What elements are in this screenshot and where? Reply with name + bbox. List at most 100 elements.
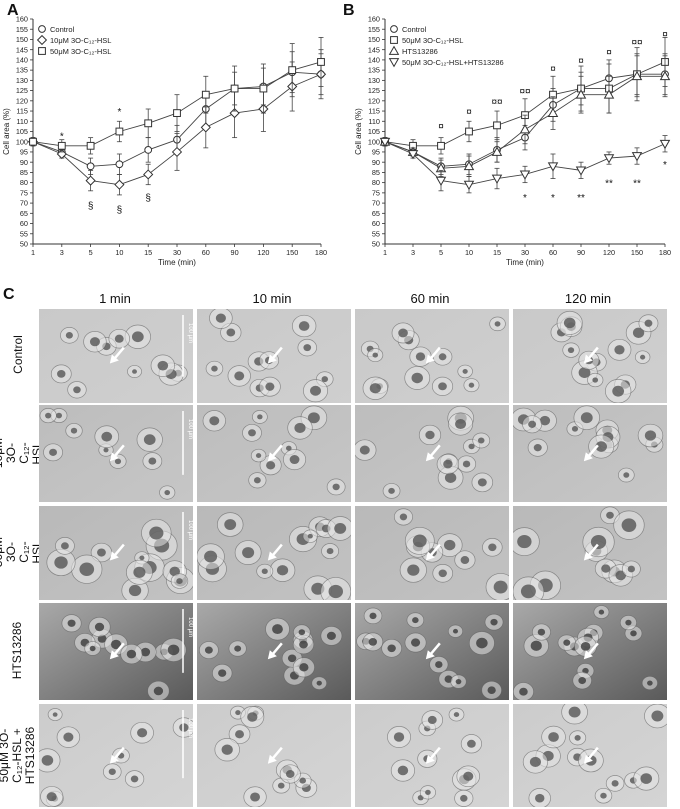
cell-nucleus (412, 534, 427, 548)
cell-nucleus (73, 386, 81, 394)
x-tick-label: 30 (521, 248, 529, 257)
axes: 5055606570758085909510010511011512012513… (368, 15, 671, 257)
cell-nucleus (248, 429, 256, 437)
y-tick-label: 160 (368, 15, 380, 24)
legend-marker (388, 45, 400, 55)
arrow-head (267, 551, 277, 561)
arrow-head (583, 754, 593, 764)
cell-nucleus (257, 414, 263, 420)
micrograph-r3-c4 (513, 506, 667, 600)
cell-nucleus (49, 448, 57, 456)
x-tick-label: 60 (202, 248, 210, 257)
cell-nucleus (539, 415, 551, 426)
data-point (379, 137, 391, 148)
x-tick-label: 15 (144, 248, 152, 257)
cell-nucleus (477, 478, 487, 487)
y-tick-label: 155 (368, 25, 380, 34)
cell-nucleus (462, 369, 468, 374)
legend-marker (388, 58, 400, 68)
cell-nucleus (460, 794, 468, 802)
micrograph-r4-c2 (197, 603, 351, 700)
micrograph-r2-c4 (513, 405, 667, 502)
cell-nucleus (114, 458, 122, 465)
significance-marker: § (145, 193, 151, 204)
cell-nucleus (289, 455, 300, 465)
micrograph-r2-c3 (355, 405, 509, 502)
arrow-head (109, 650, 119, 660)
data-point (86, 141, 95, 150)
x-tick-label: 180 (659, 248, 671, 257)
y-axis-label: Cell area (%) (2, 108, 11, 155)
cell-nucleus (261, 568, 268, 575)
cell-nucleus (462, 460, 471, 468)
cell-nucleus (272, 624, 283, 635)
cell-nucleus (108, 768, 116, 775)
cell-nucleus (132, 369, 137, 374)
cell-nucleus (276, 565, 289, 576)
micrograph-r3-c3 (355, 506, 509, 600)
cell-nucleus (114, 334, 124, 343)
x-tick-label: 5 (439, 248, 443, 257)
x-tick-label: 150 (286, 248, 298, 257)
cell-nucleus (627, 565, 635, 573)
data-point (659, 70, 671, 81)
cell-nucleus (468, 382, 475, 388)
scale-bar-label: 100 μm (187, 718, 193, 738)
cell-nucleus (397, 765, 409, 776)
micrograph-r5-c1: 100 μm (39, 704, 193, 807)
cell-nucleus (598, 609, 605, 615)
row-label-hts13286: HTS13286 (10, 621, 25, 680)
x-tick-label: 60 (549, 248, 557, 257)
arrow-head (109, 754, 119, 764)
significance-marker: ** (577, 193, 585, 204)
cell-nucleus (537, 628, 546, 636)
cell-nucleus (387, 644, 396, 653)
cell-nucleus (427, 715, 437, 725)
data-point (491, 174, 503, 184)
data-point (143, 169, 154, 180)
cell-nucleus (316, 680, 322, 686)
legend-marker (38, 25, 46, 33)
cell-nucleus (369, 383, 381, 394)
y-tick-label: 120 (368, 96, 380, 105)
legend-marker (390, 25, 398, 33)
cell-nucleus (211, 365, 218, 372)
data-point (407, 150, 419, 160)
cell-nucleus (612, 385, 625, 397)
x-tick-label: 150 (631, 248, 643, 257)
cell-nucleus (70, 427, 78, 434)
cell-nucleus (563, 317, 576, 329)
column-header-10-min: 10 min (252, 291, 292, 306)
cell-nucleus (493, 580, 508, 594)
cell-nucleus (494, 321, 501, 327)
y-tick-label: 135 (368, 66, 380, 75)
cell-nucleus (140, 647, 151, 657)
y-tick-label: 60 (372, 219, 380, 228)
y-tick-label: 130 (368, 76, 380, 85)
cell-nucleus (148, 457, 157, 465)
y-tick-label: 90 (20, 158, 28, 167)
cell-nucleus (215, 313, 226, 323)
x-tick-label: 5 (89, 248, 93, 257)
cell-nucleus (128, 584, 142, 597)
column-header-120-min: 120 min (564, 291, 612, 306)
y-tick-label: 95 (20, 148, 28, 157)
y-tick-label: 155 (16, 25, 28, 34)
micrograph-r5-c2 (197, 704, 351, 807)
cell-nucleus (372, 352, 379, 358)
y-tick-label: 80 (372, 178, 380, 187)
x-tick-label: 180 (315, 248, 327, 257)
cell-nucleus (592, 377, 599, 383)
data-point (491, 146, 503, 156)
cell-nucleus (235, 730, 244, 739)
legend-marker (390, 36, 398, 44)
cell-nucleus (632, 327, 645, 338)
x-axis-label: Time (min) (506, 258, 544, 267)
arrow-head (267, 354, 277, 364)
cell-nucleus (130, 775, 139, 783)
y-tick-label: 70 (372, 199, 380, 208)
row-label-50um-hsl: 50μM 3O-C₁₂-HSL (0, 536, 44, 568)
cell-nucleus (530, 640, 542, 651)
cell-nucleus (41, 755, 54, 766)
cell-nucleus (477, 437, 485, 444)
